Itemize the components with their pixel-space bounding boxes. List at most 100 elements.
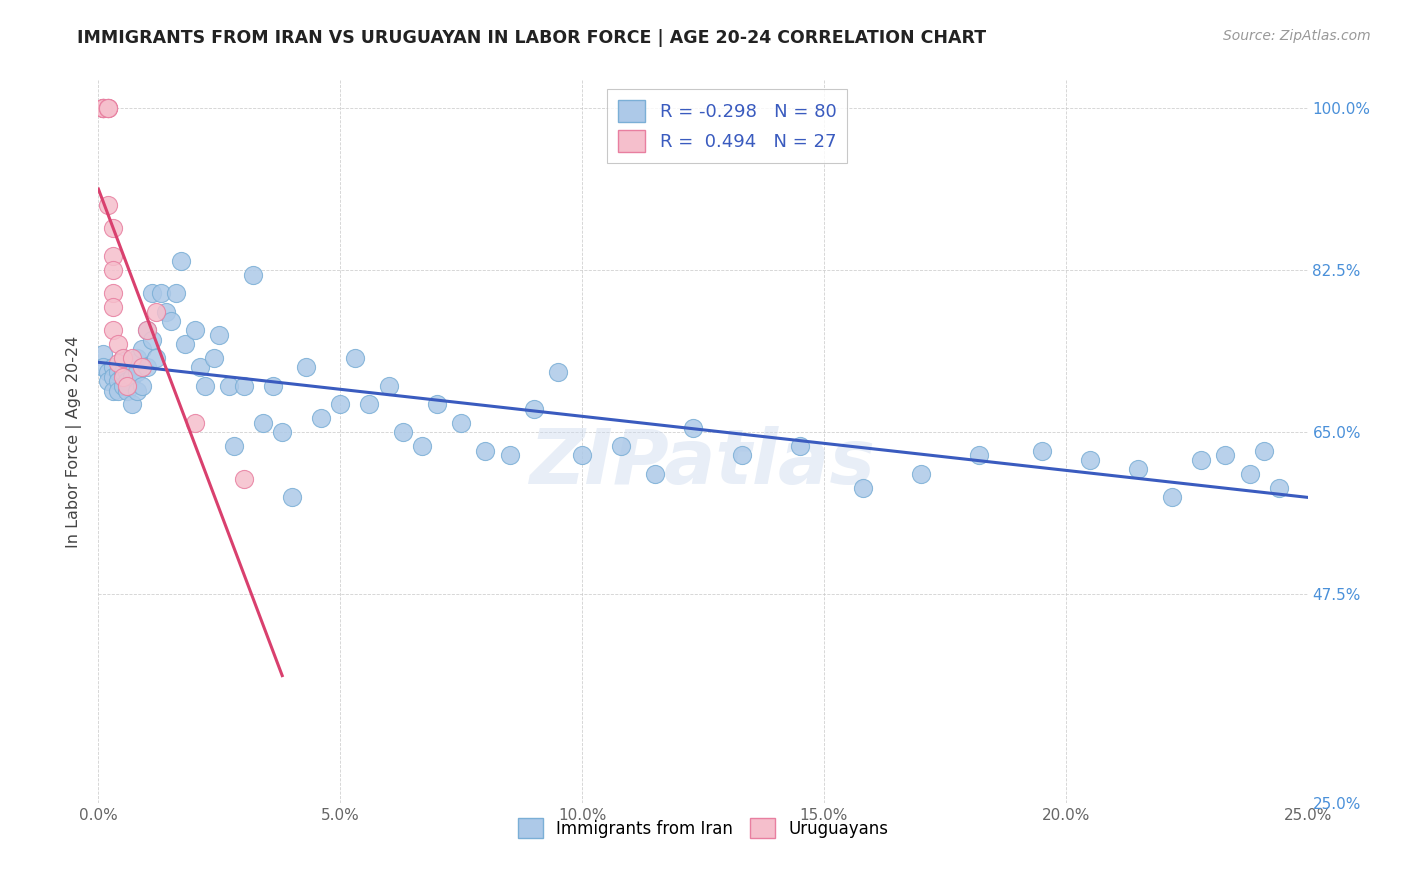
Point bbox=[174, 337, 197, 351]
Point bbox=[252, 416, 274, 430]
Point bbox=[141, 333, 163, 347]
Point bbox=[107, 384, 129, 398]
Point bbox=[184, 416, 207, 430]
Point bbox=[1239, 467, 1261, 481]
Point bbox=[97, 101, 120, 115]
Point bbox=[547, 365, 569, 379]
Point bbox=[377, 379, 399, 393]
Point bbox=[101, 369, 124, 384]
Point bbox=[1253, 443, 1275, 458]
Point bbox=[571, 449, 593, 463]
Point bbox=[111, 369, 134, 384]
Point bbox=[101, 300, 124, 314]
Point bbox=[295, 360, 318, 375]
Point bbox=[145, 351, 167, 366]
Point bbox=[169, 254, 191, 268]
Point bbox=[359, 397, 381, 411]
Point bbox=[91, 360, 114, 375]
Point bbox=[329, 397, 352, 411]
Point bbox=[97, 101, 120, 115]
Point bbox=[91, 101, 114, 115]
Point bbox=[97, 101, 120, 115]
Point bbox=[131, 342, 153, 356]
Point bbox=[131, 379, 153, 393]
Point bbox=[789, 439, 811, 453]
Point bbox=[101, 249, 124, 263]
Point bbox=[111, 351, 134, 366]
Point bbox=[1078, 453, 1101, 467]
Point bbox=[131, 360, 153, 375]
Point bbox=[910, 467, 932, 481]
Point bbox=[184, 323, 207, 337]
Point bbox=[97, 198, 120, 212]
Point bbox=[426, 397, 449, 411]
Point bbox=[135, 323, 157, 337]
Point bbox=[101, 221, 124, 235]
Point bbox=[218, 379, 240, 393]
Point bbox=[107, 337, 129, 351]
Point bbox=[91, 101, 114, 115]
Point bbox=[1189, 453, 1212, 467]
Point bbox=[101, 384, 124, 398]
Point bbox=[1031, 443, 1053, 458]
Y-axis label: In Labor Force | Age 20-24: In Labor Force | Age 20-24 bbox=[66, 335, 83, 548]
Point bbox=[117, 379, 139, 393]
Point bbox=[644, 467, 666, 481]
Point bbox=[155, 305, 177, 319]
Point bbox=[107, 356, 129, 370]
Legend: Immigrants from Iran, Uruguayans: Immigrants from Iran, Uruguayans bbox=[512, 812, 894, 845]
Point bbox=[121, 397, 143, 411]
Point bbox=[204, 351, 226, 366]
Point bbox=[117, 375, 139, 389]
Point bbox=[97, 101, 120, 115]
Point bbox=[107, 375, 129, 389]
Point bbox=[111, 379, 134, 393]
Point bbox=[523, 402, 546, 417]
Point bbox=[91, 101, 114, 115]
Point bbox=[309, 411, 332, 425]
Point bbox=[450, 416, 472, 430]
Point bbox=[194, 379, 217, 393]
Point bbox=[852, 481, 875, 495]
Text: Source: ZipAtlas.com: Source: ZipAtlas.com bbox=[1223, 29, 1371, 44]
Point bbox=[392, 425, 415, 440]
Point bbox=[111, 351, 134, 366]
Point bbox=[101, 286, 124, 301]
Point bbox=[127, 351, 149, 366]
Point bbox=[127, 365, 149, 379]
Point bbox=[731, 449, 754, 463]
Point bbox=[145, 305, 167, 319]
Point bbox=[117, 365, 139, 379]
Point bbox=[91, 346, 114, 360]
Point bbox=[160, 314, 183, 328]
Point bbox=[165, 286, 187, 301]
Point bbox=[242, 268, 264, 282]
Point bbox=[967, 449, 990, 463]
Point bbox=[1161, 490, 1184, 504]
Point bbox=[135, 323, 157, 337]
Point bbox=[127, 384, 149, 398]
Point bbox=[121, 369, 143, 384]
Point bbox=[1128, 462, 1150, 476]
Point bbox=[101, 360, 124, 375]
Point bbox=[222, 439, 245, 453]
Point bbox=[121, 356, 143, 370]
Point bbox=[474, 443, 496, 458]
Point bbox=[682, 420, 704, 434]
Point bbox=[97, 375, 120, 389]
Point bbox=[135, 360, 157, 375]
Point bbox=[343, 351, 366, 366]
Point bbox=[107, 365, 129, 379]
Point bbox=[1215, 449, 1237, 463]
Point bbox=[610, 439, 633, 453]
Point bbox=[411, 439, 433, 453]
Point bbox=[498, 449, 520, 463]
Point bbox=[97, 365, 120, 379]
Text: ZIPatlas: ZIPatlas bbox=[530, 426, 876, 500]
Point bbox=[121, 351, 143, 366]
Point bbox=[1267, 481, 1289, 495]
Point bbox=[208, 328, 231, 343]
Point bbox=[188, 360, 211, 375]
Point bbox=[101, 323, 124, 337]
Point bbox=[111, 365, 134, 379]
